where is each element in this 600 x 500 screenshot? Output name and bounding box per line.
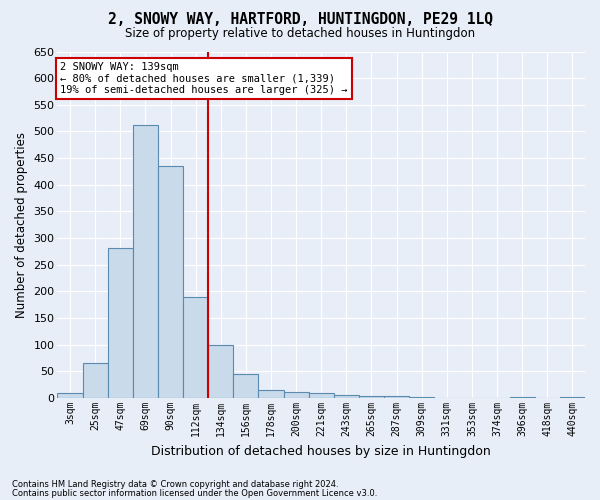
- Text: Contains HM Land Registry data © Crown copyright and database right 2024.: Contains HM Land Registry data © Crown c…: [12, 480, 338, 489]
- Bar: [384, 396, 409, 398]
- Text: 2 SNOWY WAY: 139sqm
← 80% of detached houses are smaller (1,339)
19% of semi-det: 2 SNOWY WAY: 139sqm ← 80% of detached ho…: [60, 62, 347, 95]
- Bar: [108, 248, 133, 398]
- Bar: [158, 166, 183, 398]
- X-axis label: Distribution of detached houses by size in Huntingdon: Distribution of detached houses by size …: [151, 444, 491, 458]
- Text: 2, SNOWY WAY, HARTFORD, HUNTINGDON, PE29 1LQ: 2, SNOWY WAY, HARTFORD, HUNTINGDON, PE29…: [107, 12, 493, 28]
- Bar: [359, 396, 384, 398]
- Y-axis label: Number of detached properties: Number of detached properties: [15, 132, 28, 318]
- Bar: [133, 124, 158, 398]
- Bar: [308, 393, 334, 398]
- Text: Size of property relative to detached houses in Huntingdon: Size of property relative to detached ho…: [125, 28, 475, 40]
- Text: Contains public sector information licensed under the Open Government Licence v3: Contains public sector information licen…: [12, 488, 377, 498]
- Bar: [259, 390, 284, 398]
- Bar: [58, 394, 83, 398]
- Bar: [409, 397, 434, 398]
- Bar: [208, 345, 233, 398]
- Bar: [183, 297, 208, 398]
- Bar: [334, 396, 359, 398]
- Bar: [509, 396, 535, 398]
- Bar: [560, 397, 585, 398]
- Bar: [83, 364, 108, 398]
- Bar: [284, 392, 308, 398]
- Bar: [233, 374, 259, 398]
